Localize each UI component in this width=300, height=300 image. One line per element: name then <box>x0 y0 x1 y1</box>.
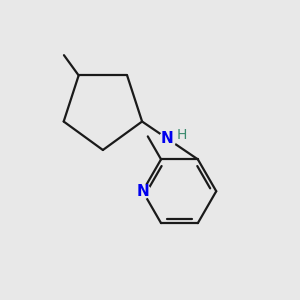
Text: N: N <box>161 131 174 146</box>
Text: N: N <box>136 184 149 199</box>
Text: H: H <box>176 128 187 142</box>
